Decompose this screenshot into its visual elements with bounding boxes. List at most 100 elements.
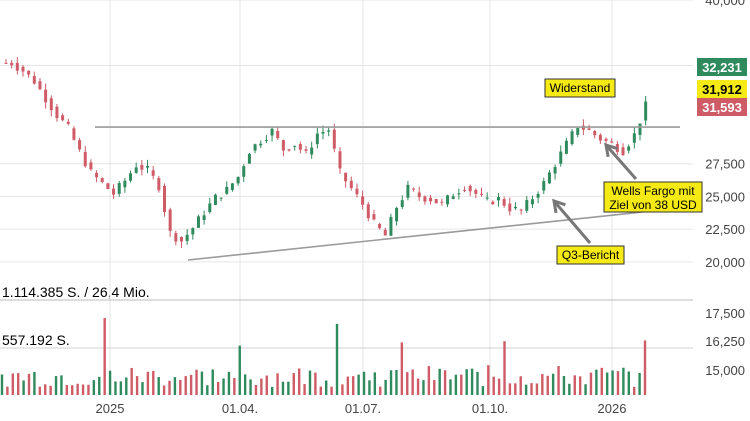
candle-body	[457, 193, 461, 195]
volume-bar	[108, 370, 112, 395]
candle-body	[21, 66, 25, 72]
candle-body	[304, 149, 308, 151]
candle-body	[89, 162, 93, 170]
volume-bar	[595, 369, 598, 395]
candle-body	[463, 189, 467, 191]
volume-bar	[11, 373, 15, 395]
volume-bar	[292, 373, 295, 395]
annotation-arrowhead	[552, 198, 566, 214]
volume-bar	[270, 386, 274, 395]
candle-body	[38, 81, 42, 90]
volume-bar	[519, 376, 522, 395]
volume-bar	[179, 379, 182, 395]
x-tick-label: 2026	[598, 401, 627, 416]
annotation-arrowhead	[604, 142, 618, 158]
volume-bar	[49, 385, 52, 395]
volume-bar	[303, 384, 306, 395]
volume-bar	[206, 385, 209, 395]
candle-body	[355, 188, 359, 195]
volume-bar	[22, 380, 25, 395]
candle-body	[49, 98, 53, 111]
volume-bar	[514, 383, 517, 395]
candle-body	[168, 209, 172, 231]
candle-body	[55, 106, 59, 119]
candle-body	[179, 237, 183, 242]
volume-bar	[551, 373, 555, 395]
volume-bar	[476, 371, 479, 395]
candle-body	[151, 170, 155, 176]
volume-summary-label: 1.114.385 S. / 26,4 Mio.	[2, 284, 150, 300]
volume-bar	[71, 385, 74, 395]
annotation-arrow	[604, 144, 638, 180]
volume-bar	[395, 370, 398, 395]
volume-bar	[319, 386, 322, 395]
candle-body	[146, 165, 150, 168]
volume-bar	[281, 381, 285, 395]
candle-body	[536, 193, 540, 198]
candle-body	[134, 167, 138, 173]
volume-bar	[76, 383, 79, 395]
candle-body	[383, 229, 387, 236]
candle-body	[83, 151, 87, 167]
annotation-label: Q3-Bericht	[562, 248, 620, 262]
price-badge	[697, 98, 747, 116]
candle-body	[553, 166, 557, 174]
volume-bar	[335, 323, 339, 395]
candle-body	[598, 134, 602, 141]
candle-body	[174, 233, 178, 242]
candle-body	[10, 62, 14, 66]
candle-body	[157, 178, 161, 191]
candle-body	[95, 172, 99, 178]
candle-body	[485, 197, 489, 199]
x-tick-label: 01.04.	[222, 401, 258, 416]
volume-bar	[541, 374, 544, 395]
volume-bar	[276, 373, 279, 395]
candle-body	[100, 178, 104, 182]
volume-bar	[524, 384, 528, 395]
volume-bar	[33, 372, 36, 395]
x-tick-label: 2025	[96, 401, 125, 416]
candle-body	[502, 199, 506, 206]
volume-bar	[357, 374, 360, 395]
candle-body	[559, 151, 563, 164]
volume-bar	[114, 381, 117, 395]
volume-bar	[368, 380, 371, 395]
volume-bar	[260, 378, 263, 395]
volume-bar	[406, 372, 409, 395]
volume-bar	[249, 379, 252, 395]
volume-bar	[92, 380, 96, 395]
candle-body	[508, 203, 512, 212]
candle-body	[644, 101, 648, 121]
volume-bar	[605, 372, 609, 395]
volume-bar	[449, 379, 452, 395]
candle-body	[230, 183, 234, 190]
volume-bar	[352, 376, 355, 395]
candle-body	[440, 201, 444, 203]
volume-bar	[487, 365, 490, 395]
candle-body	[281, 140, 285, 151]
volume-bar	[141, 382, 144, 395]
candle-body	[632, 133, 636, 143]
candle-body	[242, 166, 246, 177]
volume-bar	[60, 375, 63, 395]
volume-bar	[65, 385, 69, 395]
annotation-box	[544, 78, 616, 98]
volume-bar	[152, 370, 155, 395]
volume-bar	[81, 384, 85, 395]
volume-bar	[492, 376, 495, 395]
price-tick-label: 20,000	[705, 255, 745, 270]
candle-body	[513, 206, 517, 209]
volume-bar	[130, 367, 133, 395]
volume-tick-label: 17,500	[705, 306, 745, 321]
volume-bar	[184, 376, 187, 395]
volume-bar	[422, 380, 425, 395]
candle-body	[627, 146, 631, 151]
candle-body	[106, 183, 110, 190]
candle-body	[123, 180, 127, 188]
volume-bar	[222, 378, 225, 395]
volume-bar	[362, 371, 366, 395]
volume-bar	[638, 372, 641, 395]
volume-bar	[611, 370, 614, 395]
annotation-label-line: Wells Fargo mit	[611, 184, 695, 198]
